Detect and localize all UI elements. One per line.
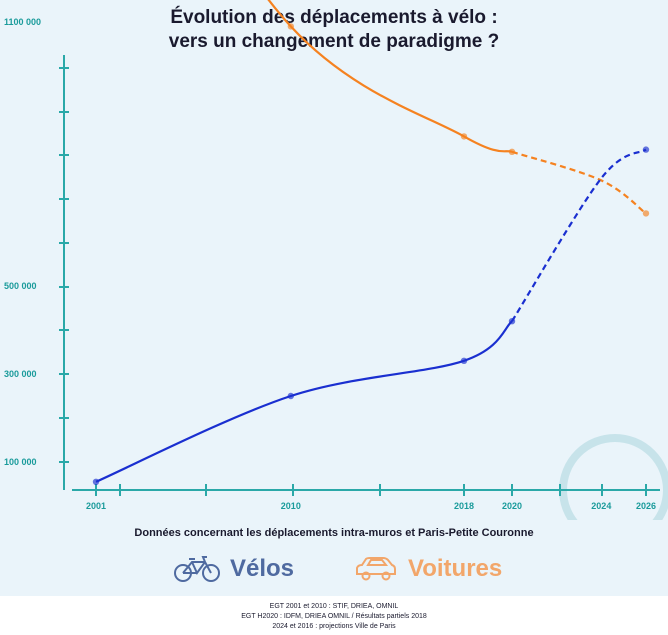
x-tick-label: 2026 — [636, 501, 656, 511]
series-line-projection-velos — [511, 148, 647, 322]
series-layer — [92, 0, 650, 485]
x-tick-label: 2020 — [502, 501, 522, 511]
data-point-velos — [287, 392, 295, 400]
data-scope-subtitle: Données concernant les déplacements intr… — [134, 527, 534, 539]
sources-footer: EGT 2001 et 2010 : STIF, DRIEA, OMNIL EG… — [0, 596, 668, 635]
source-line-3: 2024 et 2016 : projections Ville de Pari… — [272, 623, 396, 630]
data-point-voitures — [508, 148, 516, 155]
data-point-velos — [92, 478, 100, 485]
axes — [59, 55, 660, 496]
legend-item-voitures: Voitures — [354, 555, 502, 583]
series-line-velos — [95, 320, 513, 483]
data-point-velos — [460, 357, 468, 364]
x-tick-label: 2024 — [591, 501, 611, 511]
chart-title-line-2: vers un changement de paradigme ? — [168, 31, 500, 52]
chart-title-line-1: Évolution des déplacements à vélo : — [170, 7, 498, 28]
series-line-voitures — [267, 0, 513, 153]
x-tick-label: 2018 — [454, 501, 474, 511]
y-tick-label: 1100 000 — [4, 17, 41, 27]
bicycle-icon — [174, 556, 220, 582]
data-point-velos — [642, 146, 650, 153]
data-point-voitures — [460, 133, 468, 140]
series-line-projection-voitures — [511, 150, 647, 215]
legend-label-voitures: Voitures — [408, 555, 503, 582]
y-tick-label: 100 000 — [4, 457, 37, 467]
x-tick-label: 2010 — [281, 501, 301, 511]
y-tick-label: 300 000 — [4, 369, 37, 379]
data-point-velos — [508, 318, 516, 325]
legend-label-velos: Vélos — [230, 555, 295, 582]
data-point-voitures — [287, 23, 295, 30]
legend-item-velos: Vélos — [174, 555, 294, 583]
chart-title: Évolution des déplacements à vélo : vers… — [0, 6, 668, 54]
y-tick-label: 500 000 — [4, 281, 37, 291]
x-tick-label: 2001 — [86, 501, 106, 511]
data-point-voitures — [642, 210, 650, 217]
source-line-2: EGT H2020 : IDFM, DRIEA OMNIL / Résultat… — [241, 613, 427, 620]
source-line-1: EGT 2001 et 2010 : STIF, DRIEA, OMNIL — [269, 603, 399, 610]
car-icon — [356, 557, 396, 581]
